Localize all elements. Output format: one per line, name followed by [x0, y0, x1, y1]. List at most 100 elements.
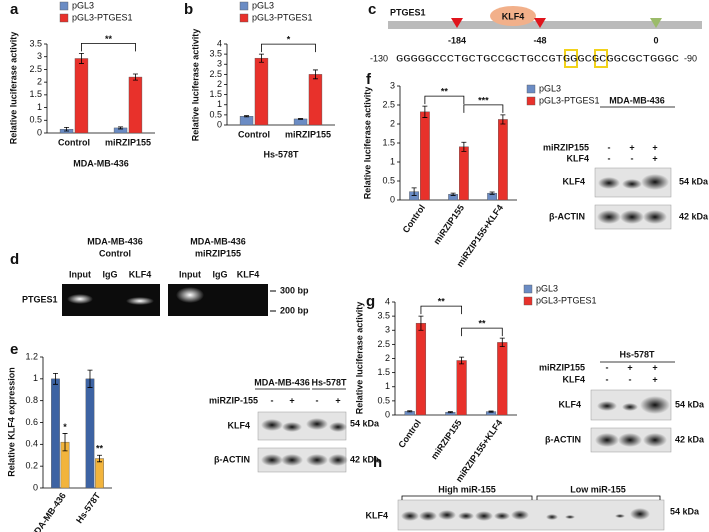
error-bar	[422, 105, 428, 118]
y-tick-label: 1.5	[377, 367, 390, 377]
y-axis-label: Relative luciferase activity	[362, 87, 372, 200]
y-tick-label: 0	[37, 127, 42, 137]
highlight-box	[594, 49, 608, 68]
y-tick-label: 0	[217, 119, 222, 129]
site-marker	[451, 18, 463, 28]
legend-swatch	[526, 96, 536, 106]
x-tick-label: miRZIP155	[105, 137, 151, 147]
legend-label: pGL3-PTGES1	[536, 295, 597, 305]
significance: *	[63, 422, 67, 432]
y-tick-label: 1.5	[209, 89, 222, 99]
legend-swatch	[59, 13, 69, 23]
row-label: KLF4	[563, 176, 586, 186]
x-axis-label: MDA-MB-436	[73, 158, 129, 168]
sign: +	[652, 362, 657, 372]
y-tick-label: 0.5	[377, 395, 390, 405]
y-tick-label: 1.5	[382, 137, 395, 147]
size-label: 54 kDa	[675, 399, 705, 409]
position-label: -48	[533, 35, 546, 45]
lane-label: IgG	[213, 269, 228, 279]
legend-label: pGL3	[252, 0, 274, 10]
y-tick-label: 0.4	[25, 439, 38, 449]
size-label: 54 kDa	[350, 418, 380, 428]
sequence-end: -90	[684, 53, 697, 63]
y-tick-label: 0.5	[209, 109, 222, 119]
size-label: 54 kDa	[670, 506, 700, 516]
legend-swatch	[526, 84, 536, 94]
cell-line: MDA-MB-436	[254, 377, 310, 387]
bar	[308, 74, 323, 126]
y-tick-label: 3.5	[377, 311, 390, 321]
cell-line: Hs-578T	[619, 349, 655, 359]
x-tick-label: miRZIP155+KLF4	[454, 418, 505, 484]
error-bar	[62, 433, 68, 452]
y-tick-label: 0.5	[382, 175, 395, 185]
y-axis-label: Relative luciferase activity	[190, 29, 200, 142]
gel-band	[67, 294, 93, 304]
error-bar	[407, 410, 413, 413]
error-bar	[450, 192, 456, 196]
y-tick-label: 0.6	[25, 417, 38, 427]
y-tick-label: 1.5	[29, 89, 42, 99]
sign: +	[289, 395, 294, 405]
legend-swatch	[523, 296, 533, 306]
row-label: KLF4	[366, 510, 389, 520]
gel-band	[176, 287, 204, 303]
treatment: miRZIP-155	[209, 395, 258, 405]
row-label: β-ACTIN	[545, 434, 581, 444]
group-label: Control	[99, 248, 131, 258]
lane-label: KLF4	[129, 269, 152, 279]
panel-letter: h	[373, 454, 382, 471]
y-tick-label: 1	[390, 156, 395, 166]
bar	[85, 378, 95, 489]
bar	[456, 360, 467, 416]
site-marker	[534, 18, 546, 28]
bracket	[461, 327, 503, 337]
significance: *	[287, 35, 291, 45]
bar	[497, 342, 508, 416]
legend-label: pGL3	[539, 83, 561, 93]
y-tick-label: 0.2	[25, 461, 38, 471]
panel-letter: b	[184, 1, 193, 18]
bar	[459, 146, 469, 201]
bar	[415, 322, 427, 416]
row-label: β-ACTIN	[214, 454, 250, 464]
bar	[128, 76, 143, 134]
panel-letter: c	[368, 1, 376, 18]
y-tick-label: 2.5	[382, 99, 395, 109]
y-tick-label: 0	[390, 194, 395, 204]
error-bar	[64, 127, 70, 132]
y-tick-label: 1	[37, 102, 42, 112]
error-bar	[132, 73, 138, 81]
sign: -	[606, 362, 609, 372]
condition: miRZIP155	[539, 362, 585, 372]
y-tick-label: 3	[37, 51, 42, 61]
x-tick-label: miRZIP155	[285, 129, 331, 139]
x-tick-label: Control	[396, 418, 423, 450]
row-label: KLF4	[228, 420, 251, 430]
error-bar	[244, 115, 250, 118]
significance: **	[96, 444, 104, 454]
y-axis-label: Relative luciferase activity	[354, 302, 364, 415]
sign: +	[652, 153, 657, 163]
size-label: 42 kDa	[350, 454, 380, 464]
bar	[95, 458, 104, 489]
condition: KLF4	[563, 374, 586, 384]
bracket	[424, 95, 465, 105]
legend-swatch	[523, 284, 533, 294]
sign: +	[627, 362, 632, 372]
y-tick-label: 2	[37, 77, 42, 87]
bracket	[261, 43, 316, 53]
condition: miRZIP155	[543, 142, 589, 152]
error-bar	[489, 191, 495, 195]
y-tick-label: 0.8	[25, 395, 38, 405]
group-label: MDA-MB-436	[87, 236, 143, 246]
error-bar	[312, 69, 318, 80]
condition: KLF4	[567, 153, 590, 163]
sequence-start: -130	[370, 53, 388, 63]
sequence: GGGGGCCCTGCTGCCGCTGCCGTGGGCGCGGCGCTGGGC	[396, 55, 679, 66]
y-tick-label: 1	[217, 99, 222, 109]
lane-label: Input	[69, 269, 91, 279]
lane-label: KLF4	[237, 269, 260, 279]
